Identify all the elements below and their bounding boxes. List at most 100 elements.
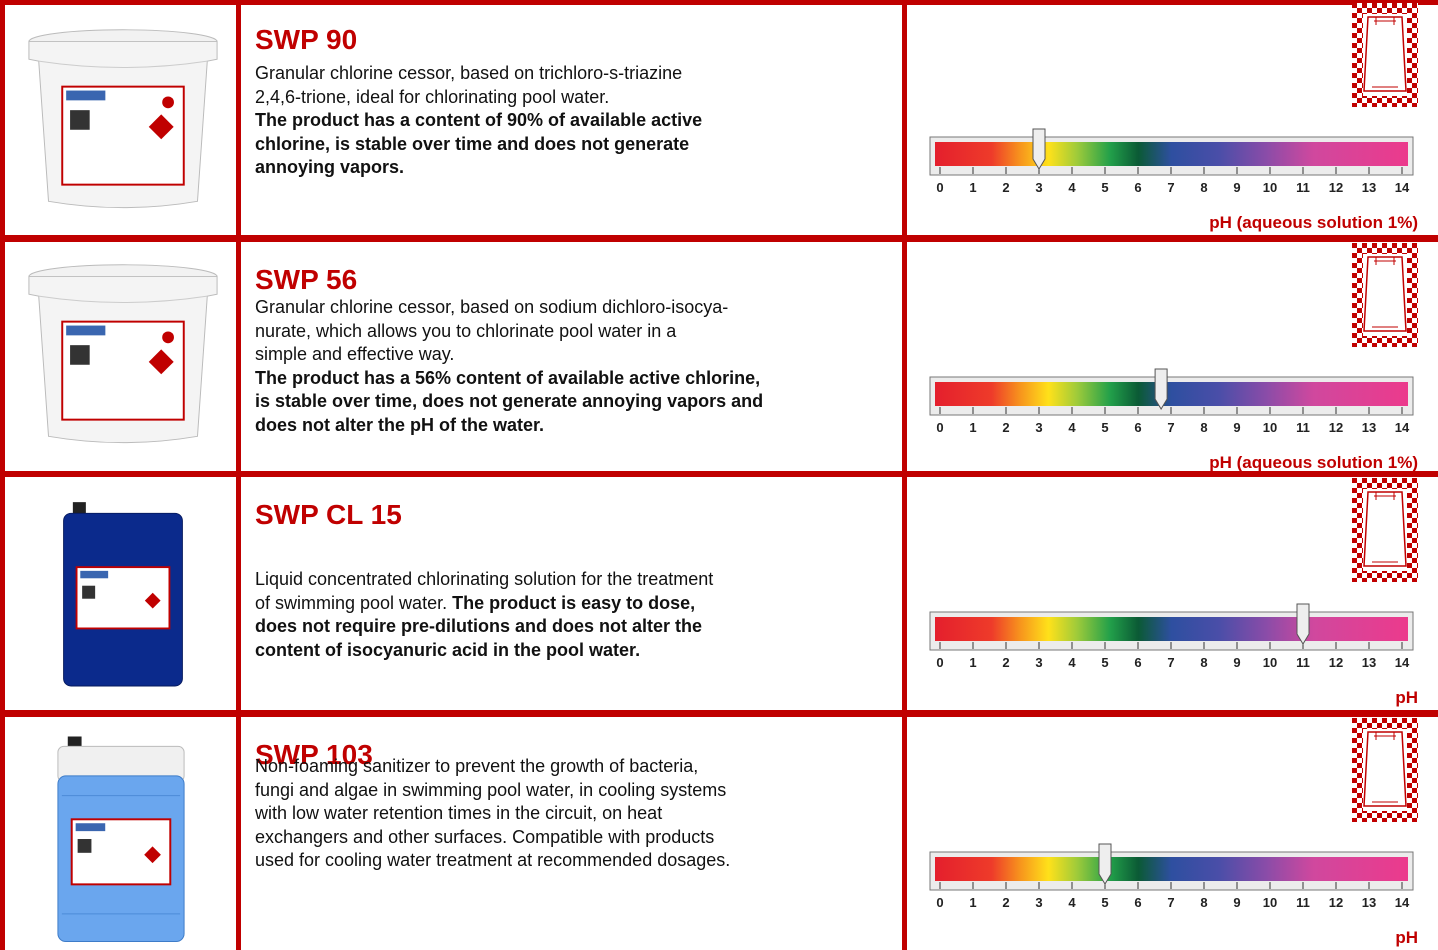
ph-tick-label: 6: [1134, 420, 1141, 435]
description-line: fungi and algae in swimming pool water, …: [255, 779, 730, 803]
description-text: fungi and algae in swimming pool water, …: [255, 779, 727, 800]
description-line: Liquid concentrated chlorinating solutio…: [255, 568, 713, 592]
ph-tick-label: 7: [1167, 655, 1174, 670]
description-text: with low water retention times in the ci…: [255, 803, 663, 823]
ph-tick-label: 9: [1233, 895, 1240, 910]
ph-tick-label: 11: [1296, 420, 1310, 435]
product-description: Granular chlorine cessor, based on sodiu…: [255, 296, 763, 437]
cell: [907, 717, 1438, 950]
ph-tick-label: 5: [1101, 895, 1108, 910]
ph-tick-label: 10: [1263, 655, 1277, 670]
description-text: nurate, which allows you to chlorinate p…: [255, 320, 677, 341]
cell: [241, 477, 902, 710]
ph-tick-label: 4: [1068, 180, 1076, 195]
ph-tick-label: 8: [1200, 180, 1207, 195]
product-description: Liquid concentrated chlorinating solutio…: [255, 568, 713, 662]
ph-label: pH: [1395, 928, 1418, 947]
product-title: SWP CL 15: [255, 499, 402, 530]
ph-tick-label: 10: [1263, 180, 1277, 195]
description-text: The product is easy to dose,: [452, 592, 696, 613]
ph-gradient: [935, 857, 1408, 881]
ph-tick-label: 14: [1395, 420, 1410, 435]
ph-tick-label: 2: [1002, 655, 1009, 670]
description-text: content of isocyanuric acid in the pool …: [255, 639, 641, 660]
description-text: annoying vapors.: [255, 157, 405, 177]
ph-tick-label: 12: [1329, 420, 1343, 435]
ph-tick-label: 10: [1263, 420, 1277, 435]
description-text: used for cooling water treatment at reco…: [255, 850, 731, 870]
product-title: SWP 90: [255, 24, 358, 55]
description-text: chlorine, is stable over time and does n…: [255, 133, 690, 154]
ph-tick-label: 13: [1362, 420, 1376, 435]
pool-icon: [1352, 3, 1418, 107]
description-line: 2,4,6-trione, ideal for chlorinating poo…: [255, 86, 702, 110]
ph-label: pH (aqueous solution 1%): [1209, 453, 1418, 472]
description-line: exchangers and other surfaces. Compatibl…: [255, 826, 730, 850]
ph-tick-label: 2: [1002, 895, 1009, 910]
ph-tick-label: 12: [1329, 895, 1343, 910]
description-line: does not alter the pH of the water.: [255, 414, 763, 438]
ph-marker: [1154, 368, 1168, 410]
ph-tick-label: 9: [1233, 420, 1240, 435]
description-line: Non-foaming sanitizer to prevent the gro…: [255, 755, 730, 779]
product-image: [62, 501, 184, 687]
pool-icon: [1352, 718, 1418, 822]
cell: [241, 242, 902, 471]
ph-tick-label: 0: [936, 895, 943, 910]
description-line: does not require pre-dilutions and does …: [255, 615, 713, 639]
ph-gradient: [935, 382, 1408, 406]
description-line: Granular chlorine cessor, based on sodiu…: [255, 296, 763, 320]
ph-marker: [1098, 843, 1112, 885]
ph-tick-label: 9: [1233, 180, 1240, 195]
ph-tick-label: 2: [1002, 180, 1009, 195]
description-line: used for cooling water treatment at reco…: [255, 849, 730, 873]
cell: [907, 242, 1438, 471]
ph-tick-label: 0: [936, 420, 943, 435]
description-text: The product has a 56% content of availab…: [255, 367, 761, 388]
ph-marker: [1296, 603, 1310, 645]
ph-tick-label: 5: [1101, 180, 1108, 195]
ph-tick-label: 14: [1395, 180, 1410, 195]
ph-tick-label: 12: [1329, 655, 1343, 670]
ph-gradient: [935, 617, 1408, 641]
ph-tick-label: 10: [1263, 895, 1277, 910]
ph-tick-label: 1: [969, 420, 976, 435]
ph-label: pH: [1395, 688, 1418, 707]
ph-tick-label: 1: [969, 655, 976, 670]
description-line: chlorine, is stable over time and does n…: [255, 133, 702, 157]
ph-marker: [1032, 128, 1046, 170]
ph-tick-label: 3: [1035, 895, 1042, 910]
ph-tick-label: 0: [936, 180, 943, 195]
ph-tick-label: 6: [1134, 180, 1141, 195]
description-text: Granular chlorine cessor, based on trich…: [255, 63, 683, 83]
pool-icon: [1352, 478, 1418, 582]
product-image: [27, 28, 219, 209]
ph-tick-label: 3: [1035, 180, 1042, 195]
ph-tick-label: 6: [1134, 655, 1141, 670]
ph-tick-label: 11: [1296, 655, 1310, 670]
description-line: of swimming pool water. The product is e…: [255, 592, 713, 616]
ph-tick-label: 4: [1068, 420, 1076, 435]
description-text: does not alter the pH of the water.: [255, 414, 545, 435]
description-text: 2,4,6-trione, ideal for chlorinating poo…: [255, 86, 610, 107]
description-text: The product has a content of 90% of avai…: [255, 110, 703, 130]
description-line: Granular chlorine cessor, based on trich…: [255, 62, 702, 86]
cell: [907, 5, 1438, 235]
ph-tick-label: 7: [1167, 895, 1174, 910]
product-description: Non-foaming sanitizer to prevent the gro…: [255, 755, 730, 873]
ph-tick-label: 12: [1329, 180, 1343, 195]
description-line: annoying vapors.: [255, 156, 702, 180]
description-line: The product has a content of 90% of avai…: [255, 109, 702, 133]
ph-tick-label: 6: [1134, 895, 1141, 910]
ph-tick-label: 4: [1068, 895, 1076, 910]
description-text: Liquid concentrated chlorinating solutio…: [255, 569, 714, 589]
cell: [241, 717, 902, 950]
ph-tick-label: 7: [1167, 180, 1174, 195]
product-image: [56, 735, 186, 943]
pool-icon: [1352, 243, 1418, 347]
ph-tick-label: 1: [969, 180, 976, 195]
description-line: simple and effective way.: [255, 343, 763, 367]
ph-tick-label: 0: [936, 655, 943, 670]
